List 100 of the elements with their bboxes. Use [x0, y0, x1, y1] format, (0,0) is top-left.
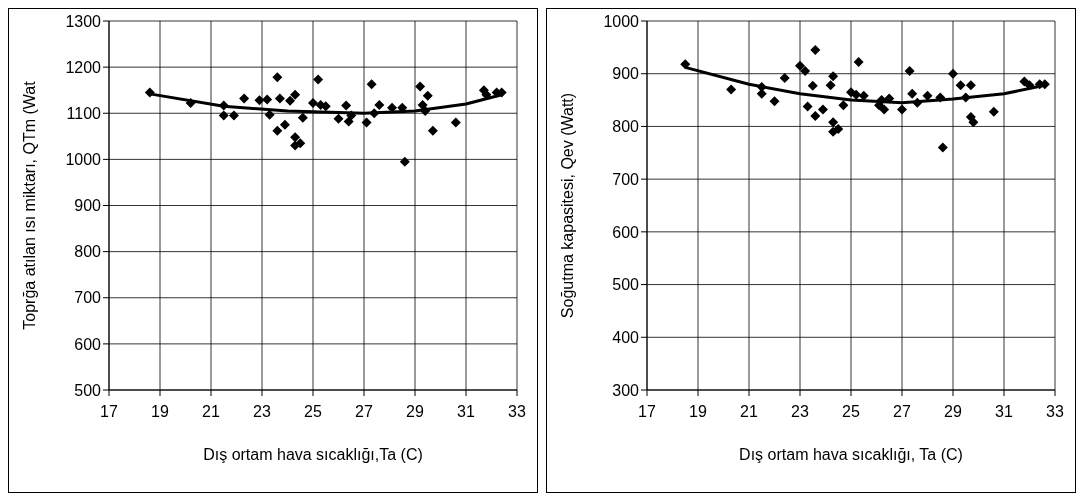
point — [960, 92, 971, 103]
point — [884, 93, 895, 104]
point — [290, 132, 301, 143]
point — [1024, 80, 1035, 91]
point — [922, 90, 933, 101]
y-tick-label: 900 — [74, 197, 102, 215]
x-tick-label: 23 — [253, 403, 271, 421]
y-tick-label: 400 — [612, 328, 640, 346]
x-tick-label: 27 — [355, 403, 373, 421]
point — [817, 104, 828, 115]
point — [853, 57, 864, 68]
point — [833, 124, 844, 135]
point — [897, 104, 907, 115]
y-tick-label: 1300 — [65, 12, 102, 30]
point — [274, 93, 285, 104]
point — [346, 110, 357, 121]
point — [935, 92, 946, 103]
x-tick-label: 21 — [740, 403, 758, 421]
point — [807, 80, 818, 91]
y-tick-label: 300 — [612, 381, 640, 399]
point — [308, 98, 318, 109]
point — [297, 112, 308, 123]
point — [988, 106, 999, 117]
point — [828, 117, 839, 128]
point — [144, 87, 155, 98]
x-tick-label: 29 — [406, 403, 424, 421]
point — [290, 89, 301, 100]
point — [965, 80, 976, 91]
y-tick-label: 1200 — [65, 58, 102, 76]
point — [218, 110, 229, 121]
point — [851, 89, 862, 100]
point — [361, 117, 372, 128]
point — [726, 84, 737, 95]
x-tick-label: 19 — [151, 403, 169, 421]
point — [779, 72, 790, 83]
x-tick-label: 25 — [842, 403, 860, 421]
y-axis-title: Toprğa atılan ısı miktarı, QTm (Wat — [20, 80, 38, 330]
y-tick-label: 800 — [74, 243, 102, 261]
x-tick-label: 29 — [944, 403, 962, 421]
y-axis-title: Soğutma kapasitesi, Qev (Watt) — [558, 92, 576, 319]
point — [955, 80, 966, 91]
x-tick-label: 31 — [995, 403, 1013, 421]
point — [904, 66, 915, 77]
point — [399, 156, 410, 167]
point — [769, 96, 780, 107]
point — [254, 95, 265, 106]
y-tick-label: 900 — [612, 65, 640, 83]
point — [185, 98, 196, 109]
x-tick-label: 23 — [791, 403, 809, 421]
y-tick-label: 600 — [74, 335, 102, 353]
point — [415, 81, 426, 92]
point — [802, 101, 813, 112]
point — [937, 142, 948, 153]
x-tick-label: 31 — [457, 403, 475, 421]
x-tick-label: 17 — [638, 403, 656, 421]
y-tick-label: 600 — [612, 223, 640, 241]
x-tick-label: 33 — [508, 403, 526, 421]
point — [680, 59, 691, 70]
point — [825, 80, 836, 91]
point — [279, 119, 290, 130]
point — [285, 95, 296, 106]
x-axis-title: Dış ortam hava sıcaklığı, Ta (C) — [739, 446, 963, 463]
point — [948, 68, 958, 79]
y-tick-label: 700 — [612, 170, 640, 188]
x-tick-label: 27 — [893, 403, 911, 421]
y-tick-label: 1000 — [65, 151, 102, 169]
point — [800, 66, 811, 77]
point — [239, 93, 250, 104]
y-tick-label: 800 — [612, 118, 640, 136]
point — [912, 97, 923, 108]
point — [228, 110, 239, 121]
point — [450, 117, 461, 128]
x-tick-label: 25 — [304, 403, 322, 421]
x-tick-label: 33 — [1046, 403, 1064, 421]
point — [295, 138, 306, 149]
point — [366, 79, 377, 90]
y-tick-label: 1000 — [603, 12, 640, 30]
point — [333, 113, 344, 124]
point — [272, 125, 283, 136]
point — [420, 105, 431, 116]
point — [417, 99, 428, 110]
point — [795, 60, 805, 71]
point — [838, 100, 849, 111]
x-axis-title: Dış ortam hava sıcaklığı,Ta (C) — [203, 446, 423, 463]
point — [907, 88, 918, 99]
x-tick-label: 17 — [100, 403, 118, 421]
point — [262, 94, 273, 105]
point — [968, 117, 979, 128]
y-tick-label: 500 — [74, 381, 102, 399]
point — [374, 99, 385, 110]
point — [341, 100, 352, 111]
point — [828, 71, 839, 82]
x-tick-label: 19 — [689, 403, 707, 421]
y-tick-label: 500 — [612, 276, 640, 294]
y-tick-label: 700 — [74, 289, 102, 307]
x-tick-label: 21 — [202, 403, 220, 421]
point — [313, 74, 324, 85]
point — [879, 104, 890, 115]
point — [427, 125, 438, 136]
point — [858, 90, 869, 101]
